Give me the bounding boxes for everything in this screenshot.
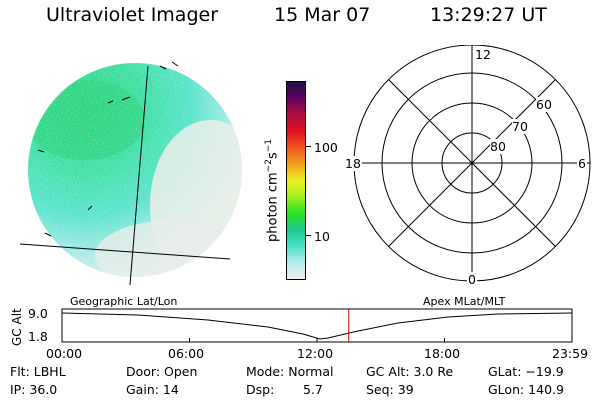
unit-exp-1: −2 (264, 159, 274, 173)
status-glat: GLat: −19.9 (488, 364, 564, 379)
meridian-line (129, 65, 149, 285)
mlat-label-70: 70 (512, 119, 528, 134)
instrument-title: Ultraviolet Imager (46, 4, 219, 26)
ytick-bottom: 1.8 (28, 329, 48, 344)
colorbar-unit: photon cm−2s−1 (264, 139, 280, 242)
timeline-left-title: Geographic Lat/Lon (70, 295, 178, 308)
xtick-0600: 06:00 (168, 346, 205, 361)
colorbar-label-10: 10 (314, 229, 330, 244)
polar-plot (353, 45, 591, 282)
unit-text: photon cm (265, 172, 281, 242)
status-seq: Seq: 39 (366, 382, 414, 397)
time-label: 13:29:27 UT (430, 4, 547, 26)
mlt-label-6: 6 (577, 156, 587, 171)
colorbar-tick-100 (306, 146, 311, 147)
status-door: Door: Open (126, 364, 198, 379)
xtick-1200: 12:00 (297, 346, 334, 361)
mlt-label-0: 0 (467, 272, 477, 287)
status-gc-alt: GC Alt: 3.0 Re (366, 364, 454, 379)
mlat-label-80: 80 (490, 139, 506, 154)
uv-image (19, 61, 242, 285)
gc-altitude-curve (61, 312, 573, 340)
status-dsp-value: 5.7 (303, 382, 323, 397)
unit-exp-2: −1 (264, 138, 274, 153)
unit-s: s (265, 152, 281, 160)
status-mode: Mode: Normal (246, 364, 334, 379)
mlt-label-12: 12 (474, 47, 492, 62)
timeline-right-title: Apex MLat/MLT (423, 295, 506, 308)
timeline-ylabel: GC Alt (10, 308, 24, 346)
colorbar-tick-10 (306, 235, 311, 236)
colorbar-label-100: 100 (314, 140, 338, 155)
color-bar (286, 81, 306, 280)
status-ip: IP: 36.0 (10, 382, 58, 397)
orbit-timeline (61, 308, 573, 343)
xtick-0000: 00:00 (46, 346, 83, 361)
mlat-label-60: 60 (536, 97, 552, 112)
xtick-2359: 23:59 (552, 346, 589, 361)
latitude-line (19, 243, 231, 260)
date-label: 15 Mar 07 (274, 4, 371, 26)
ytick-top: 9.0 (28, 306, 48, 321)
status-glon: GLon: 140.9 (488, 382, 564, 397)
xtick-1800: 18:00 (424, 346, 461, 361)
mlt-label-18: 18 (344, 156, 362, 171)
status-gain: Gain: 14 (126, 382, 179, 397)
status-dsp-label: Dsp: (246, 382, 275, 397)
status-filter: Flt: LBHL (10, 364, 66, 379)
